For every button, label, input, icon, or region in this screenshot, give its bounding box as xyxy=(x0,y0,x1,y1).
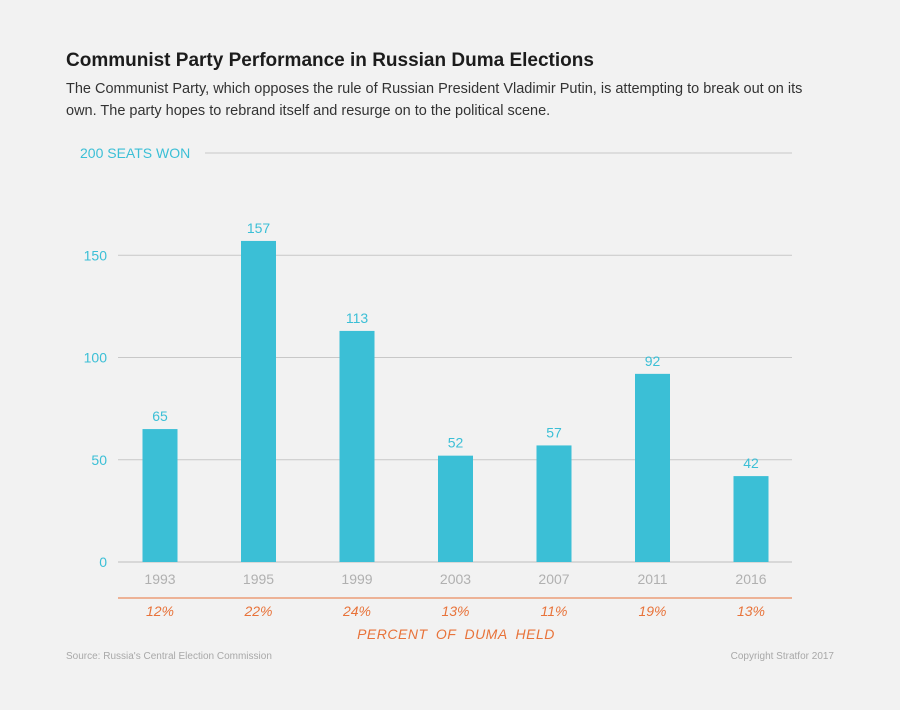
bar-2003 xyxy=(438,455,473,562)
percent-held-2007: 11% xyxy=(541,603,568,619)
bar-value-label-1995: 157 xyxy=(247,220,271,236)
bar-2016 xyxy=(733,476,769,562)
y-tick-label-200: 200 SEATS WON xyxy=(80,145,190,161)
y-tick-label-150: 150 xyxy=(84,247,108,263)
chart-title: Communist Party Performance in Russian D… xyxy=(66,50,594,71)
copyright-note: Copyright Stratfor 2017 xyxy=(730,651,834,662)
source-note: Source: Russia's Central Election Commis… xyxy=(66,651,272,662)
bar-1995 xyxy=(241,240,276,562)
bar-1999 xyxy=(339,330,375,562)
x-tick-label-2007: 2007 xyxy=(538,571,569,587)
bar-2011 xyxy=(635,373,670,562)
x-tick-label-1999: 1999 xyxy=(341,571,372,587)
y-tick-label-0: 0 xyxy=(99,554,107,570)
bar-value-label-1999: 113 xyxy=(346,310,369,326)
percent-held-1993: 12% xyxy=(146,603,174,619)
x-tick-label-2016: 2016 xyxy=(735,571,766,587)
bar-value-label-2011: 92 xyxy=(645,353,661,369)
x-tick-label-2003: 2003 xyxy=(440,571,471,587)
bar-1993 xyxy=(142,429,178,562)
percent-held-1995: 22% xyxy=(243,603,272,619)
x-tick-label-2011: 2011 xyxy=(637,571,667,587)
x-tick-label-1995: 1995 xyxy=(243,571,274,587)
bar-2007 xyxy=(536,445,572,562)
bar-value-label-1993: 65 xyxy=(152,408,168,424)
percent-axis-label: PERCENT OF DUMA HELD xyxy=(357,626,555,642)
x-tick-label-1993: 1993 xyxy=(144,571,175,587)
percent-held-2016: 13% xyxy=(737,603,765,619)
percent-held-2011: 19% xyxy=(638,603,666,619)
y-tick-label-50: 50 xyxy=(91,452,107,468)
y-tick-label-100: 100 xyxy=(84,350,108,366)
percent-held-1999: 24% xyxy=(342,603,371,619)
percent-held-2003: 13% xyxy=(441,603,469,619)
bar-value-label-2003: 52 xyxy=(448,435,464,451)
bar-value-label-2007: 57 xyxy=(546,424,562,440)
chart-subtitle: The Communist Party, which opposes the r… xyxy=(66,81,803,119)
bar-value-label-2016: 42 xyxy=(743,455,759,471)
